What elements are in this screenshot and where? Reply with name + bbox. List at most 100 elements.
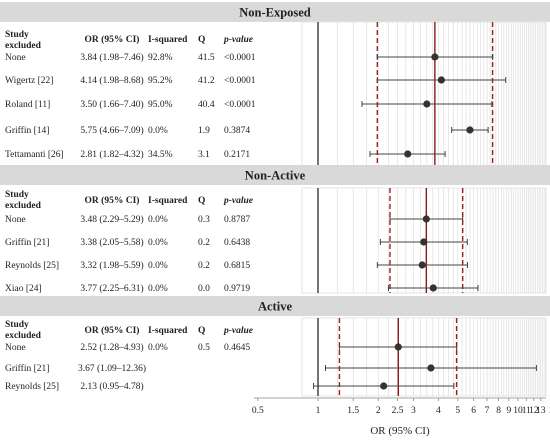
i-squared-value: 0.0% <box>148 126 168 136</box>
x-tick-label: 15 <box>548 406 550 416</box>
panel-header-band <box>0 2 550 22</box>
x-tick-label: 2.5 <box>392 406 404 416</box>
x-tick-label: 7 <box>485 406 490 416</box>
study-label: None <box>5 343 26 353</box>
column-header-q: Q <box>198 326 205 336</box>
panel-frame <box>301 21 547 167</box>
study-label: None <box>5 215 26 225</box>
point-estimate <box>429 284 437 292</box>
x-tick-label: 3 <box>411 406 416 416</box>
x-tick-label: 13 <box>536 406 546 416</box>
p-value: 0.8787 <box>224 215 250 225</box>
column-header-study: Study <box>5 30 29 40</box>
or-ci-text: 2.81 (1.82–4.32) <box>80 149 143 160</box>
p-value: 0.6438 <box>224 238 250 248</box>
q-value: 0.0 <box>198 284 210 294</box>
column-header-study: excluded <box>5 41 42 51</box>
or-ci-text: 3.50 (1.66–7.40) <box>80 99 143 110</box>
i-squared-value: 0.0% <box>148 284 168 294</box>
or-ci-text: 3.67 (1.09–12.36) <box>78 363 146 374</box>
q-value: 0.2 <box>198 238 210 248</box>
column-header-p: p-value <box>223 196 254 206</box>
point-estimate <box>380 382 388 390</box>
column-header-or: OR (95% CI) <box>85 195 140 206</box>
x-axis-label: OR (95% CI) <box>370 425 430 437</box>
or-ci-text: 3.48 (2.29–5.29) <box>80 214 143 225</box>
p-value: <0.0001 <box>224 53 256 63</box>
column-header-or: OR (95% CI) <box>85 34 140 45</box>
column-header-study: Study <box>5 190 29 200</box>
point-estimate <box>427 364 435 372</box>
q-value: 0.2 <box>198 261 210 271</box>
i-squared-value: 95.2% <box>148 76 173 86</box>
x-tick-label: 8 <box>496 406 501 416</box>
or-ci-text: 3.84 (1.98–7.46) <box>80 52 143 63</box>
p-value: 0.3874 <box>224 126 250 136</box>
point-estimate <box>394 343 402 351</box>
column-header-i2: I-squared <box>148 196 188 206</box>
point-estimate <box>420 238 428 246</box>
point-estimate <box>404 150 412 158</box>
panel-title: Non-Exposed <box>239 6 311 20</box>
x-tick-label: 12 <box>529 406 539 416</box>
p-value: <0.0001 <box>224 76 256 86</box>
column-header-study: excluded <box>5 331 42 341</box>
study-label: Xiao [24] <box>5 284 42 294</box>
column-header-or: OR (95% CI) <box>85 325 140 336</box>
p-value: 0.2171 <box>224 150 250 160</box>
study-label: Griffin [14] <box>5 125 49 136</box>
p-value: 0.4645 <box>224 343 250 353</box>
panel-title: Active <box>258 300 292 314</box>
study-label: Roland [11] <box>5 100 50 110</box>
panel-header-band <box>0 165 550 185</box>
or-ci-text: 4.14 (1.98–8.68) <box>80 75 143 86</box>
study-label: Griffin [21] <box>5 363 49 374</box>
point-estimate <box>437 76 446 84</box>
i-squared-value: 0.0% <box>148 343 168 353</box>
or-ci-text: 2.13 (0.95–4.78) <box>80 381 143 392</box>
or-ci-text: 3.32 (1.98–5.59) <box>80 260 143 271</box>
column-header-q: Q <box>198 196 205 206</box>
i-squared-value: 92.8% <box>148 53 173 63</box>
study-label: Wigertz [22] <box>5 76 53 86</box>
q-value: 1.9 <box>198 126 210 136</box>
x-tick-label: 11 <box>522 406 531 416</box>
x-tick-label: 1.5 <box>347 406 359 416</box>
study-label: Reynolds [25] <box>5 261 59 271</box>
x-tick-label: 1 <box>316 406 321 416</box>
point-estimate <box>422 215 430 223</box>
q-value: 0.5 <box>198 343 210 353</box>
panel-title: Non-Active <box>245 169 306 183</box>
study-label: Tettamanti [26] <box>5 150 64 160</box>
i-squared-value: 95.0% <box>148 100 173 110</box>
point-estimate <box>418 261 426 269</box>
panel-header-band <box>0 296 550 316</box>
p-value: <0.0001 <box>224 100 256 110</box>
x-tick-label: 10 <box>513 406 523 416</box>
x-tick-label: 9 <box>506 406 511 416</box>
or-ci-text: 3.77 (2.25–6.31) <box>80 283 143 294</box>
or-ci-text: 2.52 (1.28–4.93) <box>80 342 143 353</box>
or-ci-text: 3.38 (2.05–5.58) <box>80 237 143 248</box>
study-label: Reynolds [25] <box>5 382 59 392</box>
i-squared-value: 0.0% <box>148 261 168 271</box>
column-header-p: p-value <box>223 35 254 45</box>
column-header-i2: I-squared <box>148 35 188 45</box>
p-value: 0.6815 <box>224 261 250 271</box>
point-estimate <box>431 53 439 61</box>
x-tick-label: 5 <box>455 406 460 416</box>
q-value: 41.5 <box>198 53 215 63</box>
x-tick-label: 0.5 <box>252 406 264 416</box>
column-header-i2: I-squared <box>148 326 188 336</box>
point-estimate <box>466 126 474 134</box>
i-squared-value: 0.0% <box>148 215 168 225</box>
q-value: 3.1 <box>198 150 210 160</box>
column-header-study: excluded <box>5 201 42 211</box>
x-tick-label: 2 <box>376 406 381 416</box>
x-tick-label: 6 <box>471 406 476 416</box>
column-header-p: p-value <box>223 326 254 336</box>
study-label: None <box>5 53 26 63</box>
x-tick-label: 4 <box>436 406 441 416</box>
